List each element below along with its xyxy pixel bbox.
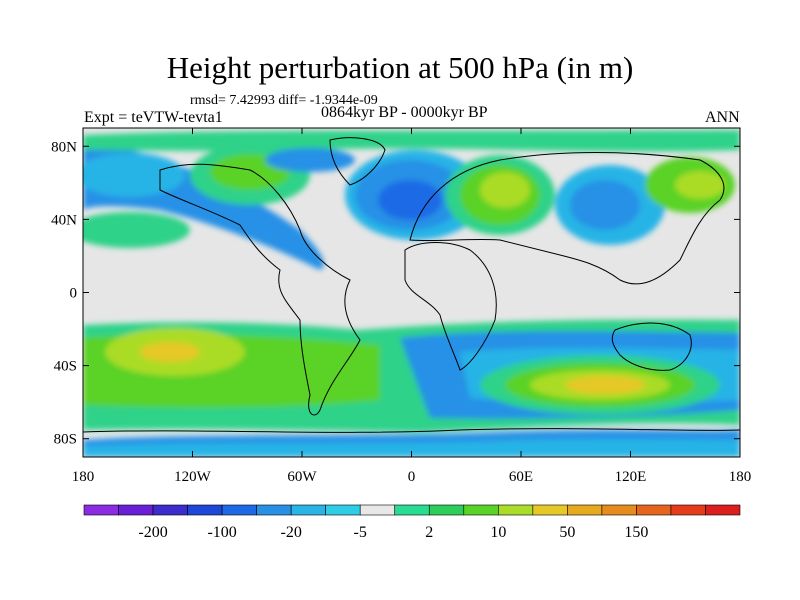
colorbar-label: 150 <box>624 524 648 541</box>
lat-tick-label: 40S <box>54 359 77 375</box>
colorbar-swatch <box>118 504 154 516</box>
colorbar-swatch <box>187 504 223 516</box>
lat-tick-label: 80S <box>54 432 77 448</box>
colorbar-swatch <box>428 504 465 516</box>
greenland-coastline <box>329 137 386 186</box>
colorbar-swatch <box>83 504 119 516</box>
australia-coastline <box>611 322 692 371</box>
plot-title: Height perturbation at 500 hPa (in m) <box>166 50 634 85</box>
rmsd-diff-stats: rmsd= 7.42993 diff= -1.9344e-09 <box>190 93 378 108</box>
colorbar-swatch <box>636 504 672 516</box>
lon-tick-label: 180 <box>72 469 95 485</box>
colorbar-label: 2 <box>425 524 433 541</box>
colorbar-swatch <box>670 504 706 516</box>
colorbar-label: -100 <box>207 524 236 541</box>
colorbar-swatch <box>359 504 396 516</box>
field-shading <box>83 128 740 457</box>
lon-tick-label: 120W <box>174 469 212 485</box>
lon-tick-label: 0 <box>408 469 416 485</box>
colorbar-swatch <box>290 504 326 516</box>
lat-tick-label: 40N <box>51 212 77 228</box>
colorbar-label: -5 <box>354 524 367 541</box>
colorbar-swatch <box>152 504 188 516</box>
lon-tick-label: 60E <box>509 469 533 485</box>
colorbar-label: 10 <box>490 524 506 541</box>
colorbar-swatch <box>601 504 637 516</box>
antarctica-coastline <box>82 428 741 433</box>
colorbar-swatch <box>221 504 257 516</box>
lat-tick-label: 0 <box>70 286 78 302</box>
experiment-label: Expt = teVTW-tevta1 <box>84 109 223 126</box>
colorbar-label: 50 <box>559 524 575 541</box>
colorbar-swatch <box>532 504 568 516</box>
colorbar-swatch <box>498 504 534 516</box>
colorbar-swatch <box>325 504 361 516</box>
season-label: ANN <box>705 109 740 126</box>
lon-tick-label: 60W <box>287 469 317 485</box>
colorbar-swatch <box>705 504 741 516</box>
coastlines <box>82 137 741 433</box>
colorbar-swatch <box>256 504 292 516</box>
colorbar-swatch <box>394 504 430 516</box>
colorbar-swatch <box>567 504 603 516</box>
latitude-axis: 80N 40N 0 40S 80S <box>51 139 740 448</box>
lon-tick-label: 180 <box>729 469 752 485</box>
africa-coastline <box>404 242 497 371</box>
colorbar-label: -200 <box>138 524 167 541</box>
longitude-axis: 180 120W 60W 0 60E 120E 180 <box>72 128 752 485</box>
colorbar-swatch <box>463 504 499 516</box>
americas-coastline <box>159 163 361 416</box>
period-label: 0864kyr BP - 0000kyr BP <box>321 104 488 121</box>
lon-tick-label: 120E <box>615 469 647 485</box>
lat-tick-label: 80N <box>51 139 77 155</box>
colorbar-label: -20 <box>280 524 301 541</box>
colorbar: -200 -100 -20 -5 2 10 50 150 <box>83 504 741 541</box>
eurasia-coastline <box>409 152 725 285</box>
